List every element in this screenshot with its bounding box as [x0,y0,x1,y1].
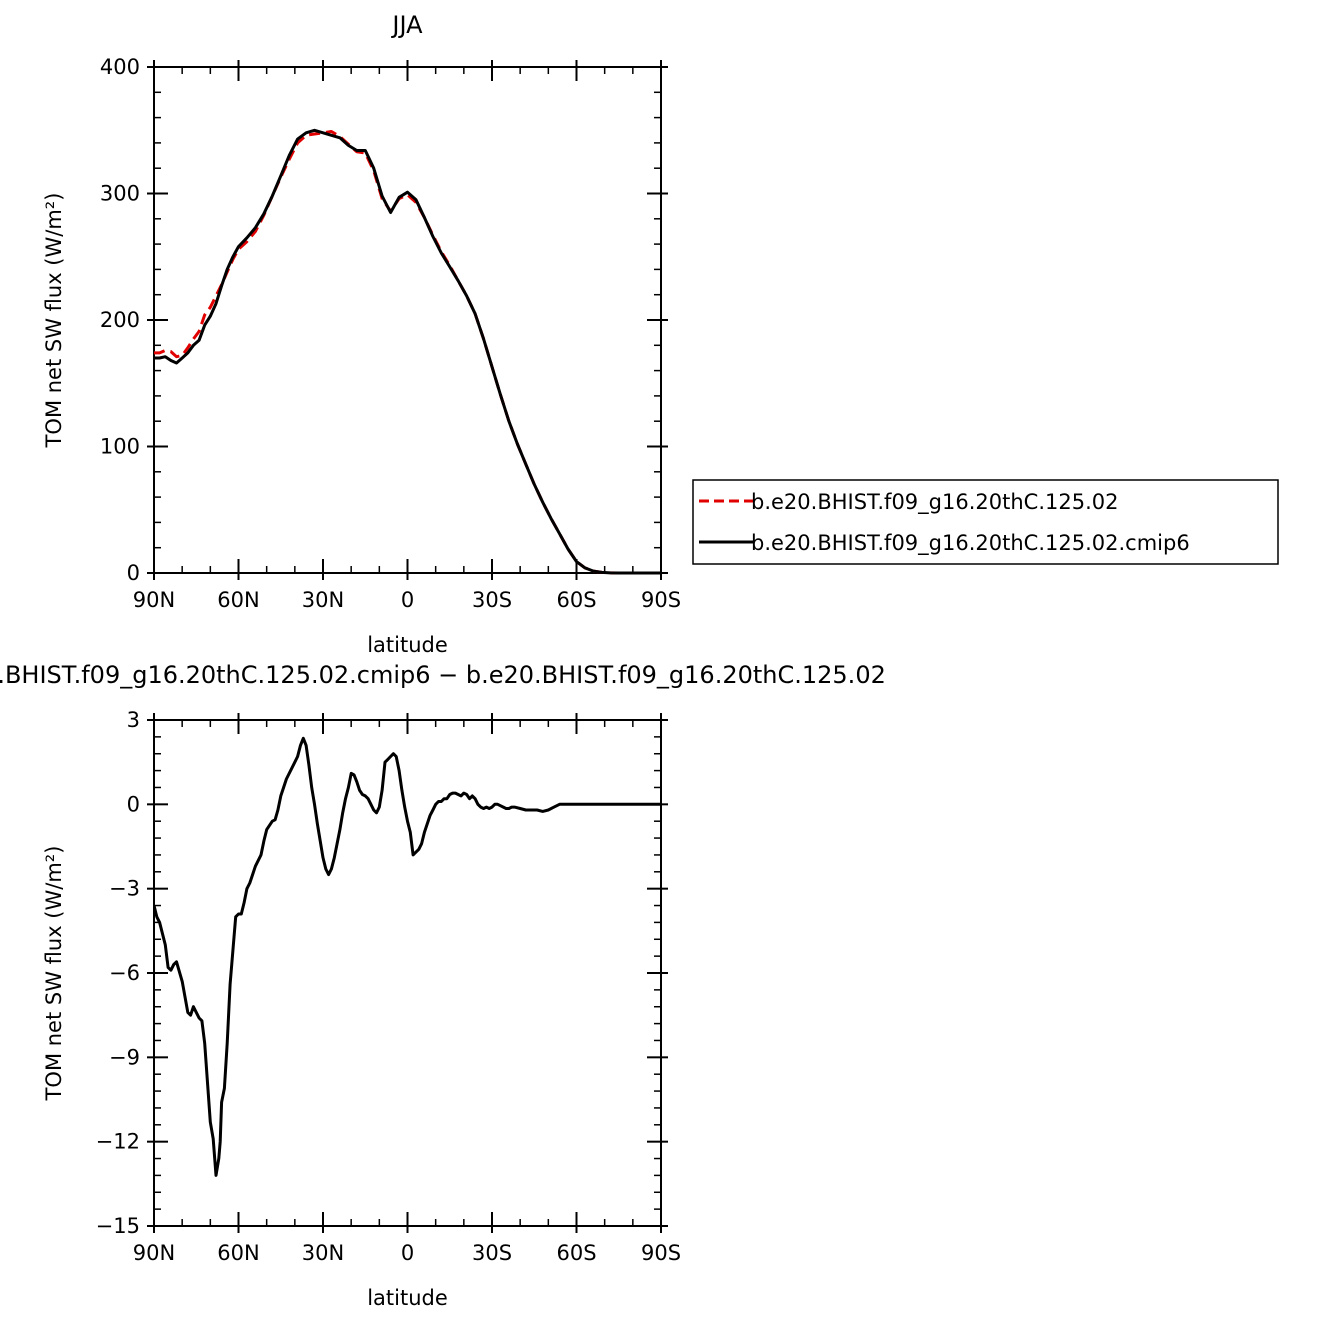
legend-entry-2: b.e20.BHIST.f09_g16.20thC.125.02.cmip6 [751,531,1190,556]
y-axis-label: TOM net SW flux (W/m²) [42,846,66,1102]
y-tick-label: −12 [96,1130,140,1154]
x-tick-label: 60S [556,588,596,612]
x-tick-label: 30N [302,1241,344,1265]
x-tick-label: 30S [472,588,512,612]
legend-box [692,479,1279,565]
y-tick-label: 100 [100,435,140,459]
y-axis-label: TOM net SW flux (W/m²) [42,193,66,449]
x-tick-label: 0 [401,588,414,612]
x-tick-label: 60N [217,588,259,612]
x-tick-label: 60N [217,1241,259,1265]
chart-title: JJA [390,11,423,39]
chart-panel-1: JJA 90N 60N 30N 0 30S 60S 90S 0 100 200 300 400 latit… [42,11,1279,657]
series-line-2 [154,128,661,575]
x-tick-label: 90N [133,588,175,612]
x-tick-label: 90S [641,588,681,612]
x-tick-label: 30N [302,588,344,612]
x-tick-label: 30S [472,1241,512,1265]
y-tick-label: 3 [127,708,140,732]
legend: b.e20.BHIST.f09_g16.20thC.125.02 b.e20.BH… [692,479,1279,565]
x-axis-label: latitude [367,633,448,657]
y-tick-label: −15 [96,1214,140,1238]
y-tick-label: 0 [127,561,140,585]
y-tick-label: 0 [127,792,140,816]
y-tick-label: 400 [100,55,140,79]
series-line-1 [154,736,661,1177]
x-tick-label: 60S [556,1241,596,1265]
y-tick-label: −9 [109,1045,140,1069]
y-tick-label: −3 [109,877,140,901]
y-tick-label: 300 [100,182,140,206]
chart-title: b.e20.BHIST.f09_g16.20thC.125.02.cmip6 −… [0,661,886,689]
x-axis-label: latitude [367,1286,448,1310]
chart-panel-2: b.e20.BHIST.f09_g16.20thC.125.02.cmip6 −… [0,661,886,1310]
y-tick-label: −6 [109,961,140,985]
x-tick-label: 90N [133,1241,175,1265]
plot-frame [153,66,662,574]
legend-entry-1: b.e20.BHIST.f09_g16.20thC.125.02 [751,490,1118,515]
x-tick-label: 90S [641,1241,681,1265]
x-tick-label: 0 [401,1241,414,1265]
y-tick-label: 200 [100,308,140,332]
series-line-1 [154,130,661,575]
